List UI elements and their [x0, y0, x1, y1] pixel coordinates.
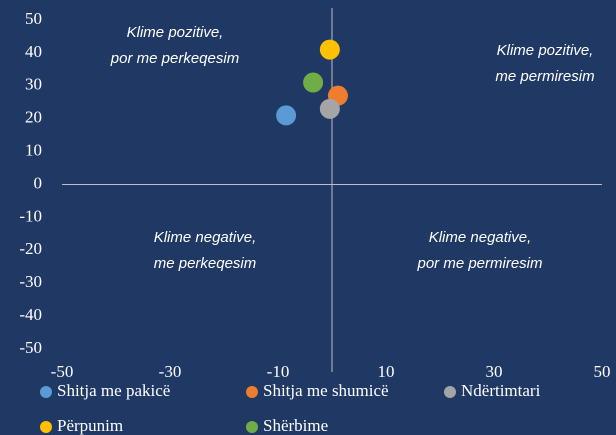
- point: [276, 105, 297, 126]
- y-tick-label: -30: [19, 272, 42, 291]
- y-tick-label: 40: [25, 42, 42, 61]
- legend-marker: [444, 386, 456, 398]
- legend-marker: [246, 386, 258, 398]
- y-tick-label: -20: [19, 239, 42, 258]
- y-tick-label: 0: [34, 173, 43, 192]
- x-tick-label: -30: [159, 362, 182, 381]
- x-tick-label: -10: [267, 362, 290, 381]
- y-tick-label: 30: [25, 75, 42, 94]
- annotation: Klime pozitive,: [127, 24, 224, 41]
- legend-label: Shitja me pakicë: [57, 381, 170, 400]
- legend-label: Shitja me shumicë: [263, 381, 389, 400]
- annotation: Klime negative,: [429, 229, 532, 246]
- annotation: me perkeqesim: [154, 255, 257, 272]
- annotation: Klime pozitive,: [497, 42, 594, 59]
- x-tick-label: 10: [378, 362, 395, 381]
- legend-label: Ndërtimtari: [461, 381, 541, 400]
- point: [303, 72, 324, 93]
- legend-label: Përpunim: [57, 416, 123, 435]
- annotation: por me perkeqesim: [110, 50, 239, 67]
- legend-marker: [246, 421, 258, 433]
- y-tick-label: 50: [25, 9, 42, 28]
- point: [319, 98, 340, 119]
- y-tick-label: -40: [19, 305, 42, 324]
- y-tick-label: -10: [19, 206, 42, 225]
- point: [319, 39, 340, 60]
- legend-marker: [40, 421, 52, 433]
- x-tick-label: 30: [486, 362, 503, 381]
- y-tick-label: -50: [19, 338, 42, 357]
- annotation: por me permiresim: [416, 255, 542, 272]
- legend-marker: [40, 386, 52, 398]
- annotation: me permiresim: [495, 68, 594, 85]
- y-tick-label: 20: [25, 108, 42, 127]
- annotation: Klime negative,: [154, 229, 257, 246]
- legend-label: Shërbime: [263, 416, 328, 435]
- y-tick-label: 10: [25, 141, 42, 160]
- x-tick-label: -50: [51, 362, 74, 381]
- x-tick-label: 50: [594, 362, 611, 381]
